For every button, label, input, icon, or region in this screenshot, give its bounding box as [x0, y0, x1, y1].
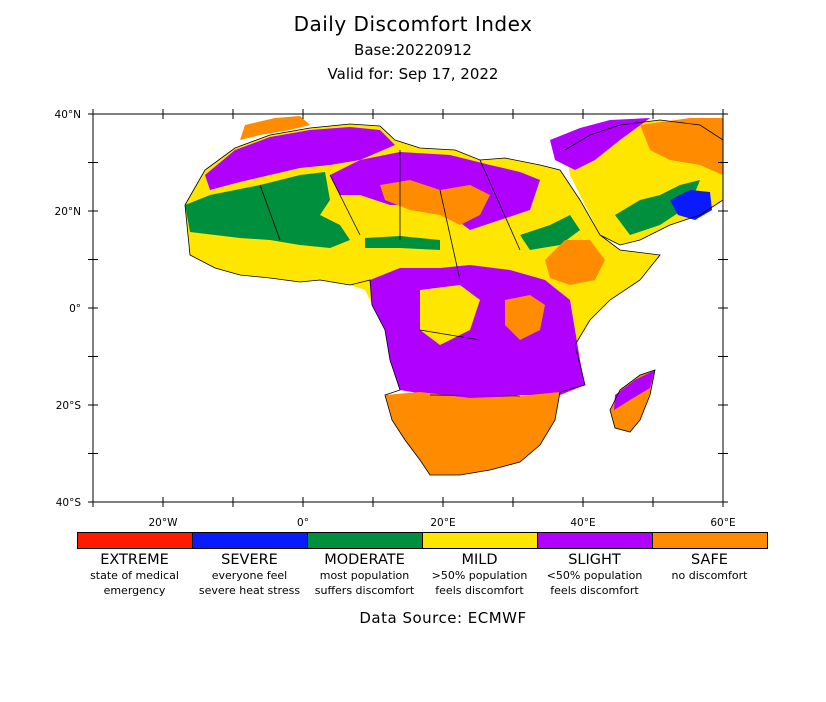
legend-label-mild: MILD >50% population feels discomfort: [431, 552, 528, 597]
lon-label: 60°E: [710, 517, 735, 529]
legend-label-slight: SLIGHT <50% population feels discomfort: [546, 552, 643, 597]
region-lakes-safe: [505, 295, 545, 340]
map-fields: [184, 116, 723, 476]
legend-label-extreme: EXTREME state of medical emergency: [90, 552, 179, 597]
data-source: Data Source: ECMWF: [359, 609, 527, 627]
region-sahara-safe: [380, 180, 490, 225]
lat-label: 40°N: [55, 109, 81, 121]
lat-label: 40°S: [56, 497, 82, 509]
lon-label: 20°E: [430, 517, 455, 529]
legend-swatch-mild: [423, 533, 538, 548]
country-borders: [184, 119, 723, 476]
lat-label: 0°: [69, 303, 81, 315]
base-date: Base:20220912: [354, 41, 472, 59]
lon-label: 20°W: [149, 517, 179, 529]
region-chad-moderate: [365, 236, 440, 250]
legend-swatch-moderate: [308, 533, 423, 548]
region-maghreb-slight: [205, 127, 395, 190]
region-central-mild: [420, 285, 480, 345]
region-north-safe: [240, 116, 310, 140]
legend-swatch-safe: [653, 533, 767, 548]
legend-label-moderate: MODERATE most population suffers discomf…: [314, 552, 415, 597]
region-madagascar-slight: [614, 370, 655, 410]
map-title: Daily Discomfort Index: [293, 12, 533, 36]
legend-swatch-slight: [538, 533, 653, 548]
legend-swatch-extreme: [78, 533, 193, 548]
lat-label: 20°S: [56, 400, 82, 412]
region-sahel-moderate: [185, 172, 350, 248]
region-persia-safe: [640, 118, 723, 175]
legend-label-safe: SAFE no discomfort: [671, 552, 748, 582]
region-gulf-severe: [670, 190, 712, 220]
region-arabia-slight: [550, 118, 650, 170]
lat-label: 20°N: [55, 206, 81, 218]
axis-ticks: 40°N 20°N 0° 20°S 40°S 20°W 0° 20°E 40°E 60°E: [55, 109, 736, 529]
valid-date: Valid for: Sep 17, 2022: [327, 65, 499, 83]
region-ethiopia-safe: [545, 240, 605, 285]
region-southern-safe: [385, 392, 560, 475]
legend-colorbar: [77, 532, 768, 549]
lon-label: 0°: [297, 517, 309, 529]
lon-label: 40°E: [570, 517, 595, 529]
legend-label-severe: SEVERE everyone feel severe heat stress: [198, 552, 301, 597]
discomfort-map: 40°N 20°N 0° 20°S 40°S 20°W 0° 20°E 40°E 60°E: [55, 109, 736, 529]
legend-swatch-severe: [193, 533, 308, 548]
region-arabia-moderate: [615, 180, 700, 235]
